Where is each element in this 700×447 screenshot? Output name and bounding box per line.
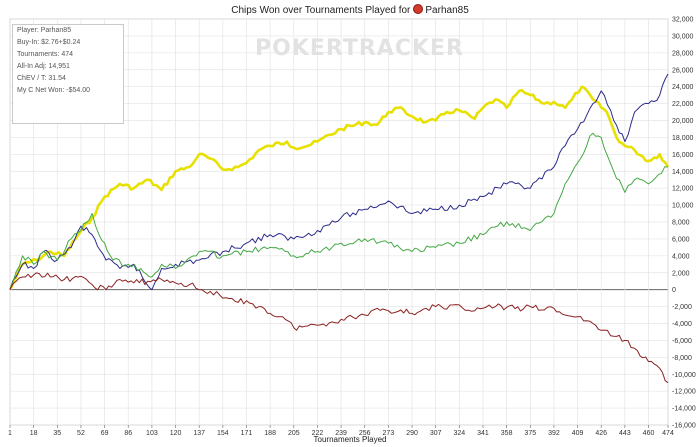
x-tick-label: 18 <box>30 430 38 437</box>
y-tick-label: 0 <box>672 287 676 294</box>
y-tick-label: -2,000 <box>672 304 692 311</box>
y-tick-label: 16,000 <box>672 152 694 159</box>
info-allin: All-In Adj: 14,951 <box>17 63 70 70</box>
x-tick-label: 341 <box>477 430 489 437</box>
x-tick-label: 290 <box>406 430 418 437</box>
info-tournaments: Tournaments: 474 <box>17 51 74 58</box>
x-tick-label: 188 <box>264 430 276 437</box>
series-line <box>8 85 670 291</box>
x-tick-label: 154 <box>217 430 229 437</box>
x-tick-label: 35 <box>53 430 61 437</box>
series-line <box>9 132 669 290</box>
x-tick-label: 358 <box>501 430 513 437</box>
y-tick-label: -4,000 <box>672 321 692 328</box>
x-tick-label: 120 <box>170 430 182 437</box>
y-tick-label: 10,000 <box>672 203 694 210</box>
y-tick-label: 4,000 <box>672 253 690 260</box>
info-buyin: Buy-In: $2.76+$0.24 <box>17 39 81 46</box>
x-tick-label: 86 <box>124 430 132 437</box>
y-tick-label: 24,000 <box>672 84 694 91</box>
x-tick-label: 222 <box>312 430 324 437</box>
x-tick-label: 392 <box>548 430 560 437</box>
y-tick-label: -12,000 <box>672 389 696 396</box>
y-tick-label: -10,000 <box>672 372 696 379</box>
y-tick-label: -14,000 <box>672 406 696 413</box>
pokertracker-watermark: POKERTRACKER <box>255 36 464 61</box>
x-tick-label: 443 <box>619 430 631 437</box>
x-tick-label: 409 <box>572 430 584 437</box>
x-tick-label: 103 <box>146 430 158 437</box>
y-tick-label: 22,000 <box>672 101 694 108</box>
y-tick-label: -8,000 <box>672 355 692 362</box>
x-tick-label: 69 <box>101 430 109 437</box>
y-tick-label: -6,000 <box>672 338 692 345</box>
info-net-won: My C Net Won: -$54.00 <box>17 87 91 94</box>
info-player: Player: Parhan85 <box>17 27 72 34</box>
y-tick-label: 26,000 <box>672 67 694 74</box>
x-tick-label: 460 <box>643 430 655 437</box>
x-tick-label: 474 <box>662 430 674 437</box>
x-tick-label: 239 <box>335 430 347 437</box>
x-tick-label: 205 <box>288 430 300 437</box>
y-tick-label: 12,000 <box>672 186 694 193</box>
y-tick-label: 18,000 <box>672 135 694 142</box>
x-tick-label: 426 <box>595 430 607 437</box>
y-tick-label: 20,000 <box>672 118 694 125</box>
x-tick-label: 273 <box>383 430 395 437</box>
info-chev: ChEV / T: 31.54 <box>17 75 66 82</box>
x-tick-label: 137 <box>193 430 205 437</box>
x-tick-label: 171 <box>241 430 253 437</box>
y-tick-label: -16,000 <box>672 423 696 430</box>
poker-chip-icon <box>413 4 424 14</box>
x-tick-label: 307 <box>430 430 442 437</box>
y-tick-label: 14,000 <box>672 169 694 176</box>
chart-title-text: Chips Won over Tournaments Played for <box>231 5 411 16</box>
y-tick-label: 6,000 <box>672 236 690 243</box>
y-tick-label: 32,000 <box>672 17 694 24</box>
y-tick-label: 28,000 <box>672 50 694 57</box>
player-info-box: Player: Parhan85 Buy-In: $2.76+$0.24 Tou… <box>12 24 124 124</box>
x-tick-label: 1 <box>8 430 12 437</box>
series-line <box>9 272 669 384</box>
x-tick-label: 324 <box>453 430 465 437</box>
x-tick-label: 256 <box>359 430 371 437</box>
series-line <box>9 73 669 291</box>
y-tick-label: 2,000 <box>672 270 690 277</box>
y-tick-label: 30,000 <box>672 33 694 40</box>
x-tick-label: 375 <box>524 430 536 437</box>
x-axis-label: Tournaments Played <box>313 435 387 444</box>
x-tick-label: 52 <box>77 430 85 437</box>
y-tick-label: 8,000 <box>672 220 690 227</box>
chart-title-player: Parhan85 <box>425 5 469 16</box>
chart-title: Chips Won over Tournaments Played for Par… <box>0 4 700 16</box>
